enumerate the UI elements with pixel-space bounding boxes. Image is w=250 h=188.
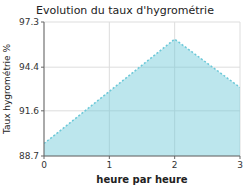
y-tick-label: 88.7 — [19, 151, 39, 161]
y-axis-line — [44, 22, 45, 156]
x-tick — [240, 156, 241, 159]
chart: 88.7 91.6 94.4 97.3 0 1 2 3 heure par heure Taux … — [0, 0, 250, 188]
grid-line-x — [44, 22, 45, 156]
x-tick-label: 2 — [172, 160, 178, 170]
x-axis-line — [44, 156, 240, 157]
y-tick-label: 97.3 — [19, 17, 39, 27]
line — [44, 39, 240, 143]
x-tick — [44, 156, 45, 159]
chart-container: 88.7 91.6 94.4 97.3 0 1 2 3 heure par heure Taux … — [0, 0, 250, 188]
x-tick — [174, 156, 175, 159]
x-tick — [109, 156, 110, 159]
y-tick — [41, 67, 44, 68]
y-tick — [41, 110, 44, 111]
grid-line-y — [44, 22, 240, 23]
axes: 88.7 91.6 94.4 97.3 0 1 2 3 — [19, 17, 243, 170]
x-tick-label: 1 — [106, 160, 112, 170]
title: Evolution du taux d'hygrométrie — [36, 4, 214, 17]
grid — [44, 22, 240, 156]
x-axis-label: heure par heure — [96, 174, 187, 185]
y-tick — [41, 22, 44, 23]
y-tick-label: 94.4 — [19, 62, 39, 72]
x-tick-label: 0 — [41, 160, 47, 170]
y-axis-label: Taux hygrométrie % — [2, 43, 12, 135]
x-tick-label: 3 — [237, 160, 243, 170]
grid-line-y — [44, 156, 240, 157]
area — [44, 39, 240, 156]
plot-area — [44, 39, 240, 156]
y-tick-label: 91.6 — [19, 106, 39, 116]
